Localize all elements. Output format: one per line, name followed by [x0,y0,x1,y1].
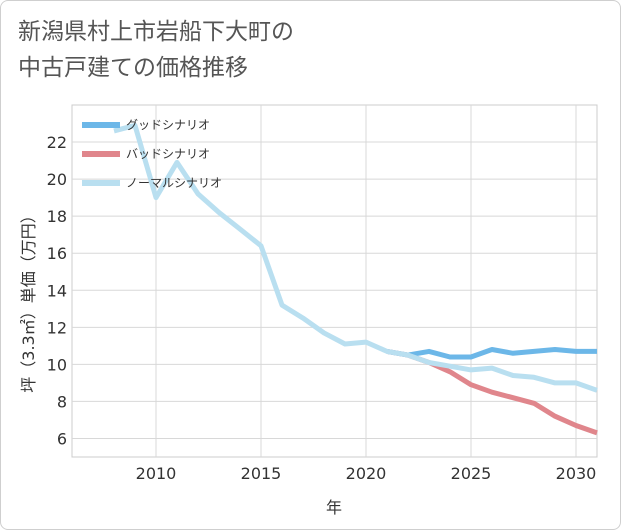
y-tick-label: 16 [47,244,67,263]
legend-label: ノーマルシナリオ [126,176,222,190]
y-tick-label: 22 [47,133,67,152]
grid-lines [72,105,597,457]
y-tick-label: 10 [47,355,67,374]
x-tick-label: 2025 [451,464,492,483]
chart-title: 新潟県村上市岩船下大町の 中古戸建ての価格推移 [18,14,294,86]
y-tick-label: 6 [57,429,67,448]
y-tick-label: 14 [47,281,67,300]
tick-labels: 2010 2015 2020 2025 2030 6 8 10 12 14 16 18 20 22 [47,133,597,483]
series-line-2 [113,122,598,393]
y-tick-label: 18 [47,207,67,226]
y-axis-label: 坪（3.3㎡）単価（万円） [19,207,38,392]
legend-label: グッドシナリオ [126,118,210,132]
x-tick-label: 2010 [136,464,177,483]
x-axis-label: 年 [326,498,342,517]
x-tick-label: 2030 [556,464,597,483]
x-tick-label: 2015 [241,464,282,483]
x-tick-label: 2020 [346,464,387,483]
y-tick-label: 8 [57,392,67,411]
legend-label: バッドシナリオ [126,147,210,161]
series-line-0 [386,347,597,360]
series-lines [113,122,598,436]
title-line-1: 新潟県村上市岩船下大町の [18,19,294,45]
title-line-2: 中古戸建ての価格推移 [18,55,248,81]
y-tick-label: 20 [47,170,67,189]
y-tick-label: 12 [47,318,67,337]
